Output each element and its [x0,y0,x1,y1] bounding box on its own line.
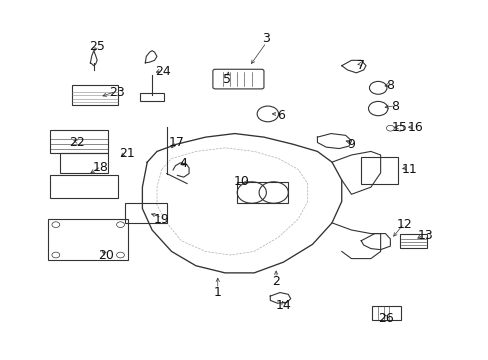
Text: 19: 19 [154,213,169,226]
Text: 24: 24 [155,64,170,77]
Bar [47,219,127,260]
Text: 8: 8 [386,79,393,92]
Text: 3: 3 [262,32,270,45]
Bar [125,203,166,223]
Text: 15: 15 [390,121,406,134]
Text: 11: 11 [401,163,417,176]
Text: 21: 21 [119,147,134,160]
Text: 1: 1 [213,286,221,299]
Bar [371,306,400,320]
Bar [50,130,108,153]
Text: 9: 9 [347,138,355,151]
Text: 12: 12 [396,218,412,231]
Text: 26: 26 [378,312,393,325]
Bar [60,153,108,173]
Text: 13: 13 [417,229,432,242]
Text: 17: 17 [168,136,184,149]
Bar [50,175,118,198]
Text: 8: 8 [390,100,398,113]
Bar [361,157,397,184]
Text: 10: 10 [234,175,249,188]
Bar [72,85,118,105]
Text: 4: 4 [180,157,187,170]
Bar [399,234,426,248]
Text: 18: 18 [93,161,109,174]
Text: 23: 23 [109,86,125,99]
Text: 5: 5 [223,73,231,86]
Text: 25: 25 [89,40,105,53]
Text: 22: 22 [69,136,84,149]
Text: 7: 7 [356,59,365,72]
Text: 20: 20 [98,249,114,262]
Text: 14: 14 [275,299,291,312]
Text: 6: 6 [277,109,285,122]
Bar [237,182,287,203]
Text: 16: 16 [407,121,423,134]
Text: 2: 2 [272,275,280,288]
Bar [140,93,164,101]
